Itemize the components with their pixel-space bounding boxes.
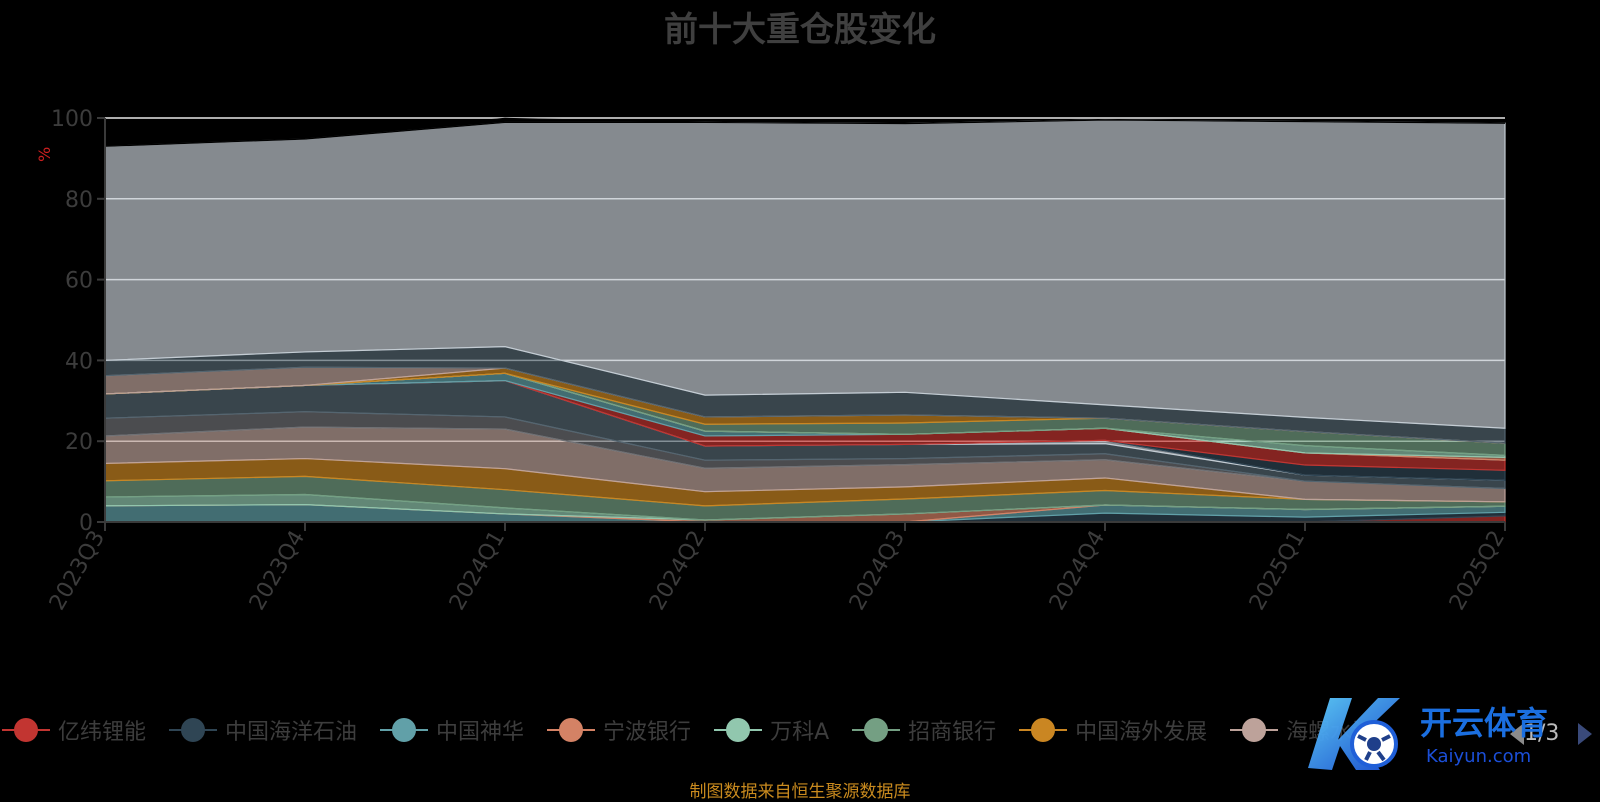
source-note: 制图数据来自恒生聚源数据库 <box>689 782 911 802</box>
y-tick-label: 60 <box>65 269 93 294</box>
legend-label: 中国海洋石油 <box>225 720 358 745</box>
legend-label: 亿纬锂能 <box>58 720 147 745</box>
legend: 亿纬锂能中国海洋石油中国神华宁波银行万科A招商银行中国海外发展海螺水泥 <box>0 713 1600 747</box>
legend-marker-icon <box>1228 718 1280 742</box>
legend-marker-icon <box>378 718 430 742</box>
y-tick-label: 80 <box>65 188 93 213</box>
y-axis-unit-label: % <box>35 147 54 162</box>
watermark-title: 开云体育 <box>1420 704 1548 742</box>
y-tick-label: 0 <box>79 511 93 536</box>
legend-label: 中国海外发展 <box>1075 720 1208 745</box>
legend-marker-icon <box>850 718 902 742</box>
legend-marker-icon <box>1017 718 1069 742</box>
chart-title: 前十大重仓股变化 <box>664 10 936 50</box>
legend-next-icon[interactable] <box>1578 723 1592 745</box>
legend-marker-icon <box>545 718 597 742</box>
x-tick-label: 2025Q1 <box>1245 527 1310 615</box>
area-series-22[interactable] <box>104 117 1506 147</box>
x-tick-label: 2024Q2 <box>645 527 710 615</box>
legend-item[interactable]: 招商银行 <box>850 714 996 746</box>
legend-marker-icon <box>167 718 219 742</box>
legend-pager: 1/3 <box>1490 719 1600 749</box>
legend-item[interactable]: 中国海外发展 <box>1017 714 1207 746</box>
legend-item[interactable]: 万科A <box>712 714 829 746</box>
kaiyun-logo: 开云体育 Kaiyun.com <box>1308 698 1548 770</box>
stacked-area-chart: 0 20 40 60 80 100 2023Q3 2023Q4 2024Q1 2024Q2 2024… <box>35 107 1510 615</box>
x-tick-label: 2024Q1 <box>445 527 510 615</box>
x-tick-label: 2025Q2 <box>1445 527 1510 615</box>
y-tick-label: 100 <box>51 107 93 132</box>
legend-label: 招商银行 <box>908 720 997 745</box>
area-series[interactable] <box>104 117 1506 523</box>
watermark-subtitle: Kaiyun.com <box>1426 746 1531 767</box>
x-tick-label: 2023Q4 <box>245 527 310 615</box>
y-tick-label: 20 <box>65 430 93 455</box>
legend-marker-icon <box>712 718 764 742</box>
x-tick-label: 2023Q3 <box>45 527 110 615</box>
legend-marker-icon <box>0 718 52 742</box>
y-tick-label: 40 <box>65 349 93 374</box>
legend-item[interactable]: 亿纬锂能 <box>0 714 146 746</box>
legend-item[interactable]: 宁波银行 <box>545 714 691 746</box>
legend-label: 中国神华 <box>436 720 525 745</box>
x-tick-label: 2024Q3 <box>845 527 910 615</box>
legend-page-indicator: 1/3 <box>1524 721 1560 746</box>
legend-item[interactable]: 中国海洋石油 <box>167 714 357 746</box>
x-tick-label: 2024Q4 <box>1045 527 1110 615</box>
legend-label: 宁波银行 <box>603 720 692 745</box>
legend-label: 万科A <box>770 720 830 745</box>
legend-prev-icon[interactable] <box>1510 723 1524 745</box>
legend-item[interactable]: 中国神华 <box>378 714 524 746</box>
